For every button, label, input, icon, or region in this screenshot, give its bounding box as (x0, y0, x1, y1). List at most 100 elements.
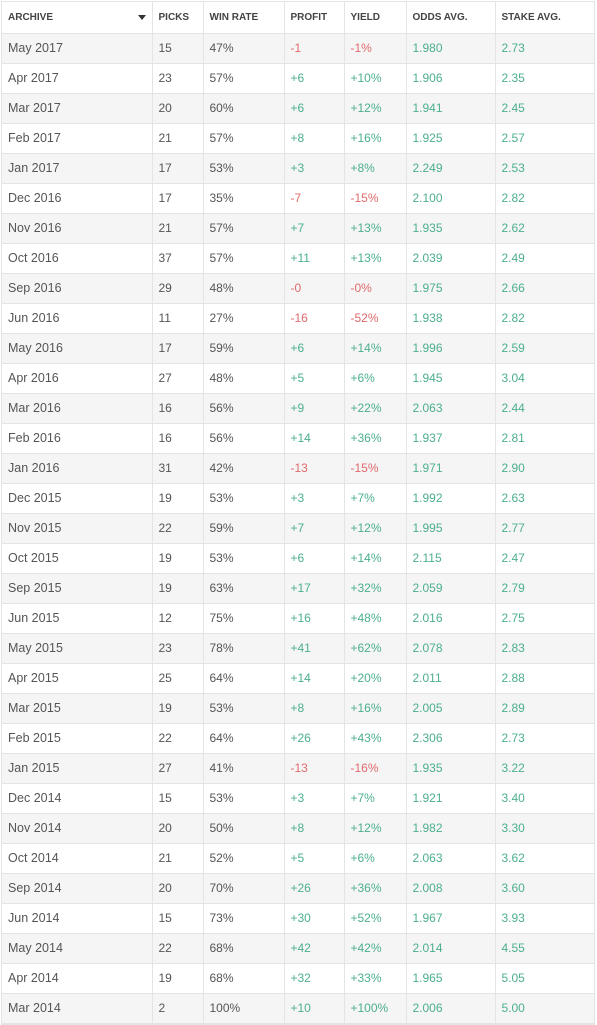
picks-cell: 15 (152, 33, 204, 64)
win-rate-cell: 53% (203, 783, 285, 814)
odds-avg-cell: 2.039 (406, 243, 496, 274)
stake-avg-cell: 2.73 (495, 723, 594, 754)
win-rate-cell: 56% (203, 393, 285, 424)
archive-cell: Jan 2017 (2, 153, 153, 184)
profit-column-header: PROFIT (284, 2, 345, 34)
archive-cell: Jun 2014 (2, 903, 153, 934)
odds-avg-cell: 2.014 (406, 933, 496, 964)
archive-cell: Feb 2015 (2, 723, 153, 754)
win-rate-cell: 27% (203, 303, 285, 334)
picks-cell: 31 (152, 453, 204, 484)
archive-cell: Mar 2017 (2, 93, 153, 124)
odds-avg-cell: 1.996 (406, 333, 496, 364)
table-row: Apr 2015 25 64% +14 +20% 2.011 2.88 (2, 663, 594, 694)
stake-avg-cell: 4.55 (495, 933, 594, 964)
profit-cell: +26 (284, 873, 345, 904)
chevron-down-icon[interactable] (137, 14, 146, 20)
win-rate-cell: 75% (203, 603, 285, 634)
table-row: Apr 2014 19 68% +32 +33% 1.965 5.05 (2, 963, 594, 994)
odds-avg-cell: 2.005 (406, 693, 496, 724)
table-row: Jan 2017 17 53% +3 +8% 2.249 2.53 (2, 153, 594, 184)
table-row: Dec 2015 19 53% +3 +7% 1.992 2.63 (2, 483, 594, 514)
stake-avg-cell: 2.63 (495, 483, 594, 514)
picks-cell: 20 (152, 93, 204, 124)
win-rate-cell: 48% (203, 273, 285, 304)
table-row: Oct 2015 19 53% +6 +14% 2.115 2.47 (2, 543, 594, 574)
picks-cell: 17 (152, 183, 204, 214)
stake-avg-cell: 2.75 (495, 603, 594, 634)
table-row: Apr 2016 27 48% +5 +6% 1.945 3.04 (2, 363, 594, 394)
stake-avg-cell: 2.35 (495, 63, 594, 94)
odds-avg-cell: 1.995 (406, 513, 496, 544)
yield-cell: +10% (344, 63, 407, 94)
profit-cell: +6 (284, 543, 345, 574)
archive-cell: Apr 2017 (2, 63, 153, 94)
yield-cell: +33% (344, 963, 407, 994)
table-row: Jun 2015 12 75% +16 +48% 2.016 2.75 (2, 603, 594, 634)
profit-cell: +32 (284, 963, 345, 994)
table-row: Oct 2016 37 57% +11 +13% 2.039 2.49 (2, 243, 594, 274)
stake-avg-cell: 3.04 (495, 363, 594, 394)
yield-column-header: YIELD (344, 2, 407, 34)
stake-avg-cell: 2.77 (495, 513, 594, 544)
stake-avg-cell: 5.05 (495, 963, 594, 994)
win-rate-cell: 59% (203, 513, 285, 544)
table-row: Sep 2015 19 63% +17 +32% 2.059 2.79 (2, 573, 594, 604)
odds-avg-cell: 2.249 (406, 153, 496, 184)
picks-cell: 17 (152, 333, 204, 364)
stake-avg-cell: 3.62 (495, 843, 594, 874)
odds-avg-cell: 2.063 (406, 843, 496, 874)
stake-avg-cell: 2.45 (495, 93, 594, 124)
stake-avg-cell: 5.00 (495, 993, 594, 1024)
win-rate-cell: 59% (203, 333, 285, 364)
archive-cell: Nov 2016 (2, 213, 153, 244)
profit-cell: +8 (284, 123, 345, 154)
win-rate-cell: 53% (203, 153, 285, 184)
profit-cell: +8 (284, 813, 345, 844)
table-row: Mar 2015 19 53% +8 +16% 2.005 2.89 (2, 693, 594, 724)
stake-avg-cell: 2.88 (495, 663, 594, 694)
profit-cell: +41 (284, 633, 345, 664)
archive-cell: Sep 2016 (2, 273, 153, 304)
picks-cell: 21 (152, 213, 204, 244)
stake-avg-cell: 3.30 (495, 813, 594, 844)
archive-cell: Jan 2016 (2, 453, 153, 484)
yield-cell: -52% (344, 303, 407, 334)
stake-avg-cell: 3.60 (495, 873, 594, 904)
archive-cell: May 2015 (2, 633, 153, 664)
stake-avg-cell: 2.49 (495, 243, 594, 274)
picks-cell: 15 (152, 783, 204, 814)
picks-cell: 12 (152, 603, 204, 634)
archive-cell: Dec 2014 (2, 783, 153, 814)
picks-column-header: PICKS (152, 2, 204, 34)
odds-avg-cell: 1.925 (406, 123, 496, 154)
win-rate-column-header: WIN RATE (203, 2, 285, 34)
picks-cell: 16 (152, 423, 204, 454)
picks-cell: 17 (152, 153, 204, 184)
yield-cell: +42% (344, 933, 407, 964)
win-rate-cell: 78% (203, 633, 285, 664)
profit-cell: +42 (284, 933, 345, 964)
archive-cell: Sep 2015 (2, 573, 153, 604)
archive-cell: Mar 2016 (2, 393, 153, 424)
win-rate-cell: 52% (203, 843, 285, 874)
yield-cell: +12% (344, 513, 407, 544)
archive-cell: Jun 2015 (2, 603, 153, 634)
stake-avg-cell: 2.89 (495, 693, 594, 724)
stake-avg-cell: 2.62 (495, 213, 594, 244)
win-rate-cell: 53% (203, 693, 285, 724)
win-rate-cell: 35% (203, 183, 285, 214)
odds-avg-cell: 2.306 (406, 723, 496, 754)
yield-cell: +13% (344, 243, 407, 274)
table-row: May 2014 22 68% +42 +42% 2.014 4.55 (2, 933, 594, 964)
picks-cell: 37 (152, 243, 204, 274)
stake-avg-cell: 3.93 (495, 903, 594, 934)
table-row: May 2016 17 59% +6 +14% 1.996 2.59 (2, 333, 594, 364)
archive-cell: Apr 2016 (2, 363, 153, 394)
archive-column-header[interactable]: ARCHIVE (2, 2, 153, 34)
odds-avg-cell: 2.115 (406, 543, 496, 574)
odds-avg-cell: 1.971 (406, 453, 496, 484)
picks-cell: 22 (152, 933, 204, 964)
table-row: Nov 2015 22 59% +7 +12% 1.995 2.77 (2, 513, 594, 544)
odds-avg-cell: 1.941 (406, 93, 496, 124)
